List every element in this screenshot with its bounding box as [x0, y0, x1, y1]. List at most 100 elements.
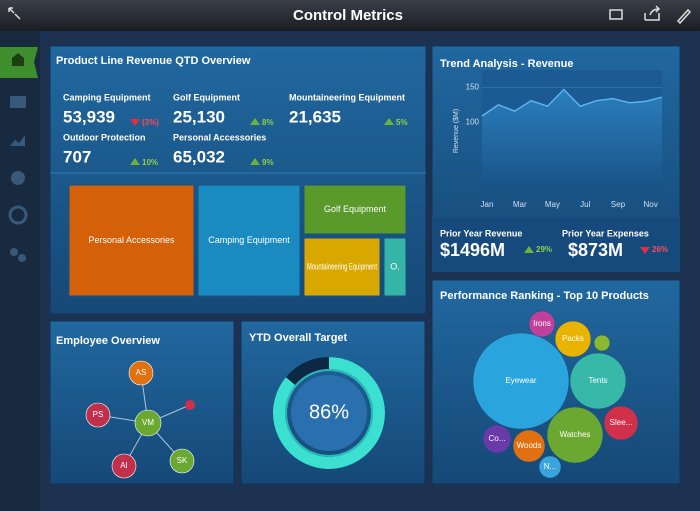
treemap-cell	[197, 184, 301, 297]
bubble	[569, 352, 627, 410]
nav-icon[interactable]	[10, 248, 18, 256]
bubble	[538, 455, 562, 479]
kpi-label: Camping Equipment	[63, 92, 151, 102]
bubble	[482, 424, 512, 454]
nav-icon[interactable]	[18, 254, 26, 262]
bubble	[603, 405, 639, 441]
treemap-cell	[68, 184, 195, 297]
gauge-ring	[285, 369, 373, 457]
home-icon[interactable]	[12, 53, 24, 66]
trend-arrow	[130, 119, 140, 126]
nav-icon[interactable]	[10, 96, 26, 108]
prior-year-section	[432, 218, 680, 272]
line	[481, 88, 663, 117]
kpi-label: Prior Year Revenue	[440, 228, 522, 238]
bubble	[512, 429, 546, 463]
panel-title: Product Line Revenue QTD Overview	[56, 55, 251, 67]
panel-title: Employee Overview	[56, 335, 160, 347]
bubble-label: Tents	[588, 376, 607, 385]
treemap-label: Golf Equipment	[324, 204, 387, 214]
treemap-label: Personal Accessories	[88, 235, 175, 245]
x-tick-label: Mar	[513, 200, 527, 209]
sidebar	[0, 31, 40, 511]
trend-arrow	[524, 246, 534, 253]
kpi-label: Golf Equipment	[173, 92, 240, 102]
collapse-icon[interactable]	[8, 7, 21, 20]
edit-icon[interactable]	[676, 8, 692, 25]
app-title: Control Metrics	[293, 7, 403, 24]
trend-arrow	[384, 118, 394, 125]
kpi-change: 10%	[142, 158, 158, 167]
kpi-value: 25,130	[173, 107, 225, 126]
node-label: AS	[136, 368, 147, 377]
top-bar	[0, 0, 700, 31]
gauge-center	[291, 375, 367, 451]
panel-title: YTD Overall Target	[249, 332, 348, 344]
kpi-change: 9%	[262, 158, 274, 167]
bubble	[554, 320, 592, 358]
trend-arrow	[130, 158, 140, 165]
nav-icon[interactable]	[10, 135, 25, 146]
employee-panel	[49, 320, 235, 485]
treemap-cell	[303, 184, 407, 235]
kpi-change: 26%	[652, 245, 668, 254]
treemap-label: Camping Equipment	[208, 235, 290, 245]
nav-icon[interactable]	[8, 205, 28, 225]
kpi-change: (3%)	[142, 118, 159, 127]
kpi-change: 8%	[262, 118, 274, 127]
x-tick-label: Nov	[644, 200, 658, 209]
window-icon[interactable]	[609, 9, 623, 20]
x-tick-label: May	[545, 200, 560, 209]
node	[185, 400, 195, 410]
node	[169, 448, 195, 474]
x-tick-label: Sep	[611, 200, 626, 209]
x-tick-label: Jan	[481, 200, 494, 209]
treemap-label: Mountaineering Equipment	[307, 261, 377, 271]
node	[111, 453, 137, 479]
bubble	[593, 334, 611, 352]
node	[128, 360, 154, 386]
bubble	[472, 332, 570, 430]
kpi-label: Mountaineering Equipment	[289, 92, 405, 102]
y-axis-label: Revenue ($M)	[453, 109, 460, 153]
node	[134, 409, 162, 437]
toolbar-icons[interactable]	[8, 5, 692, 25]
kpi-value: 65,032	[173, 147, 225, 166]
treemap-cell	[303, 237, 381, 297]
kpi-label: Outdoor Protection	[63, 132, 146, 142]
node-label: SK	[177, 456, 188, 465]
x-tick-label: Jul	[580, 200, 590, 209]
kpi-value: 53,939	[63, 107, 115, 126]
trend-arrow	[250, 158, 260, 165]
gauge-label: 86%	[309, 401, 349, 423]
kpi-change: 29%	[536, 245, 552, 254]
treemap-label: O.	[390, 261, 400, 271]
area	[482, 89, 662, 192]
bubble-label: Woods	[517, 441, 542, 450]
nav-icon[interactable]	[11, 171, 25, 185]
treemap-cell	[383, 237, 407, 297]
kpi-value: $1496M	[440, 240, 505, 260]
bubble-label: Irons	[533, 319, 551, 328]
bubble-label: N...	[544, 462, 556, 471]
gauge-arc	[273, 357, 385, 469]
kpi-value: 21,635	[289, 107, 341, 126]
node-label: VM	[142, 418, 154, 427]
kpi-value: $873M	[568, 240, 623, 260]
panel-title: Trend Analysis - Revenue	[440, 58, 573, 70]
bubble-label: Packs	[562, 334, 584, 343]
share-icon[interactable]	[644, 5, 661, 21]
panel-title: Performance Ranking - Top 10 Products	[440, 290, 649, 302]
y-tick-label: 150	[466, 83, 480, 92]
sidebar-icons[interactable]	[8, 96, 28, 262]
trend-arrow	[640, 247, 650, 254]
bubble-label: Eyewear	[505, 376, 536, 385]
node-label: PS	[93, 410, 104, 419]
node	[85, 402, 111, 428]
kpi-label: Personal Accessories	[173, 132, 266, 142]
bubble-label: Watches	[560, 430, 591, 439]
bubble-label: Co...	[489, 434, 506, 443]
bubble	[528, 310, 556, 338]
trend-arrow	[250, 118, 260, 125]
